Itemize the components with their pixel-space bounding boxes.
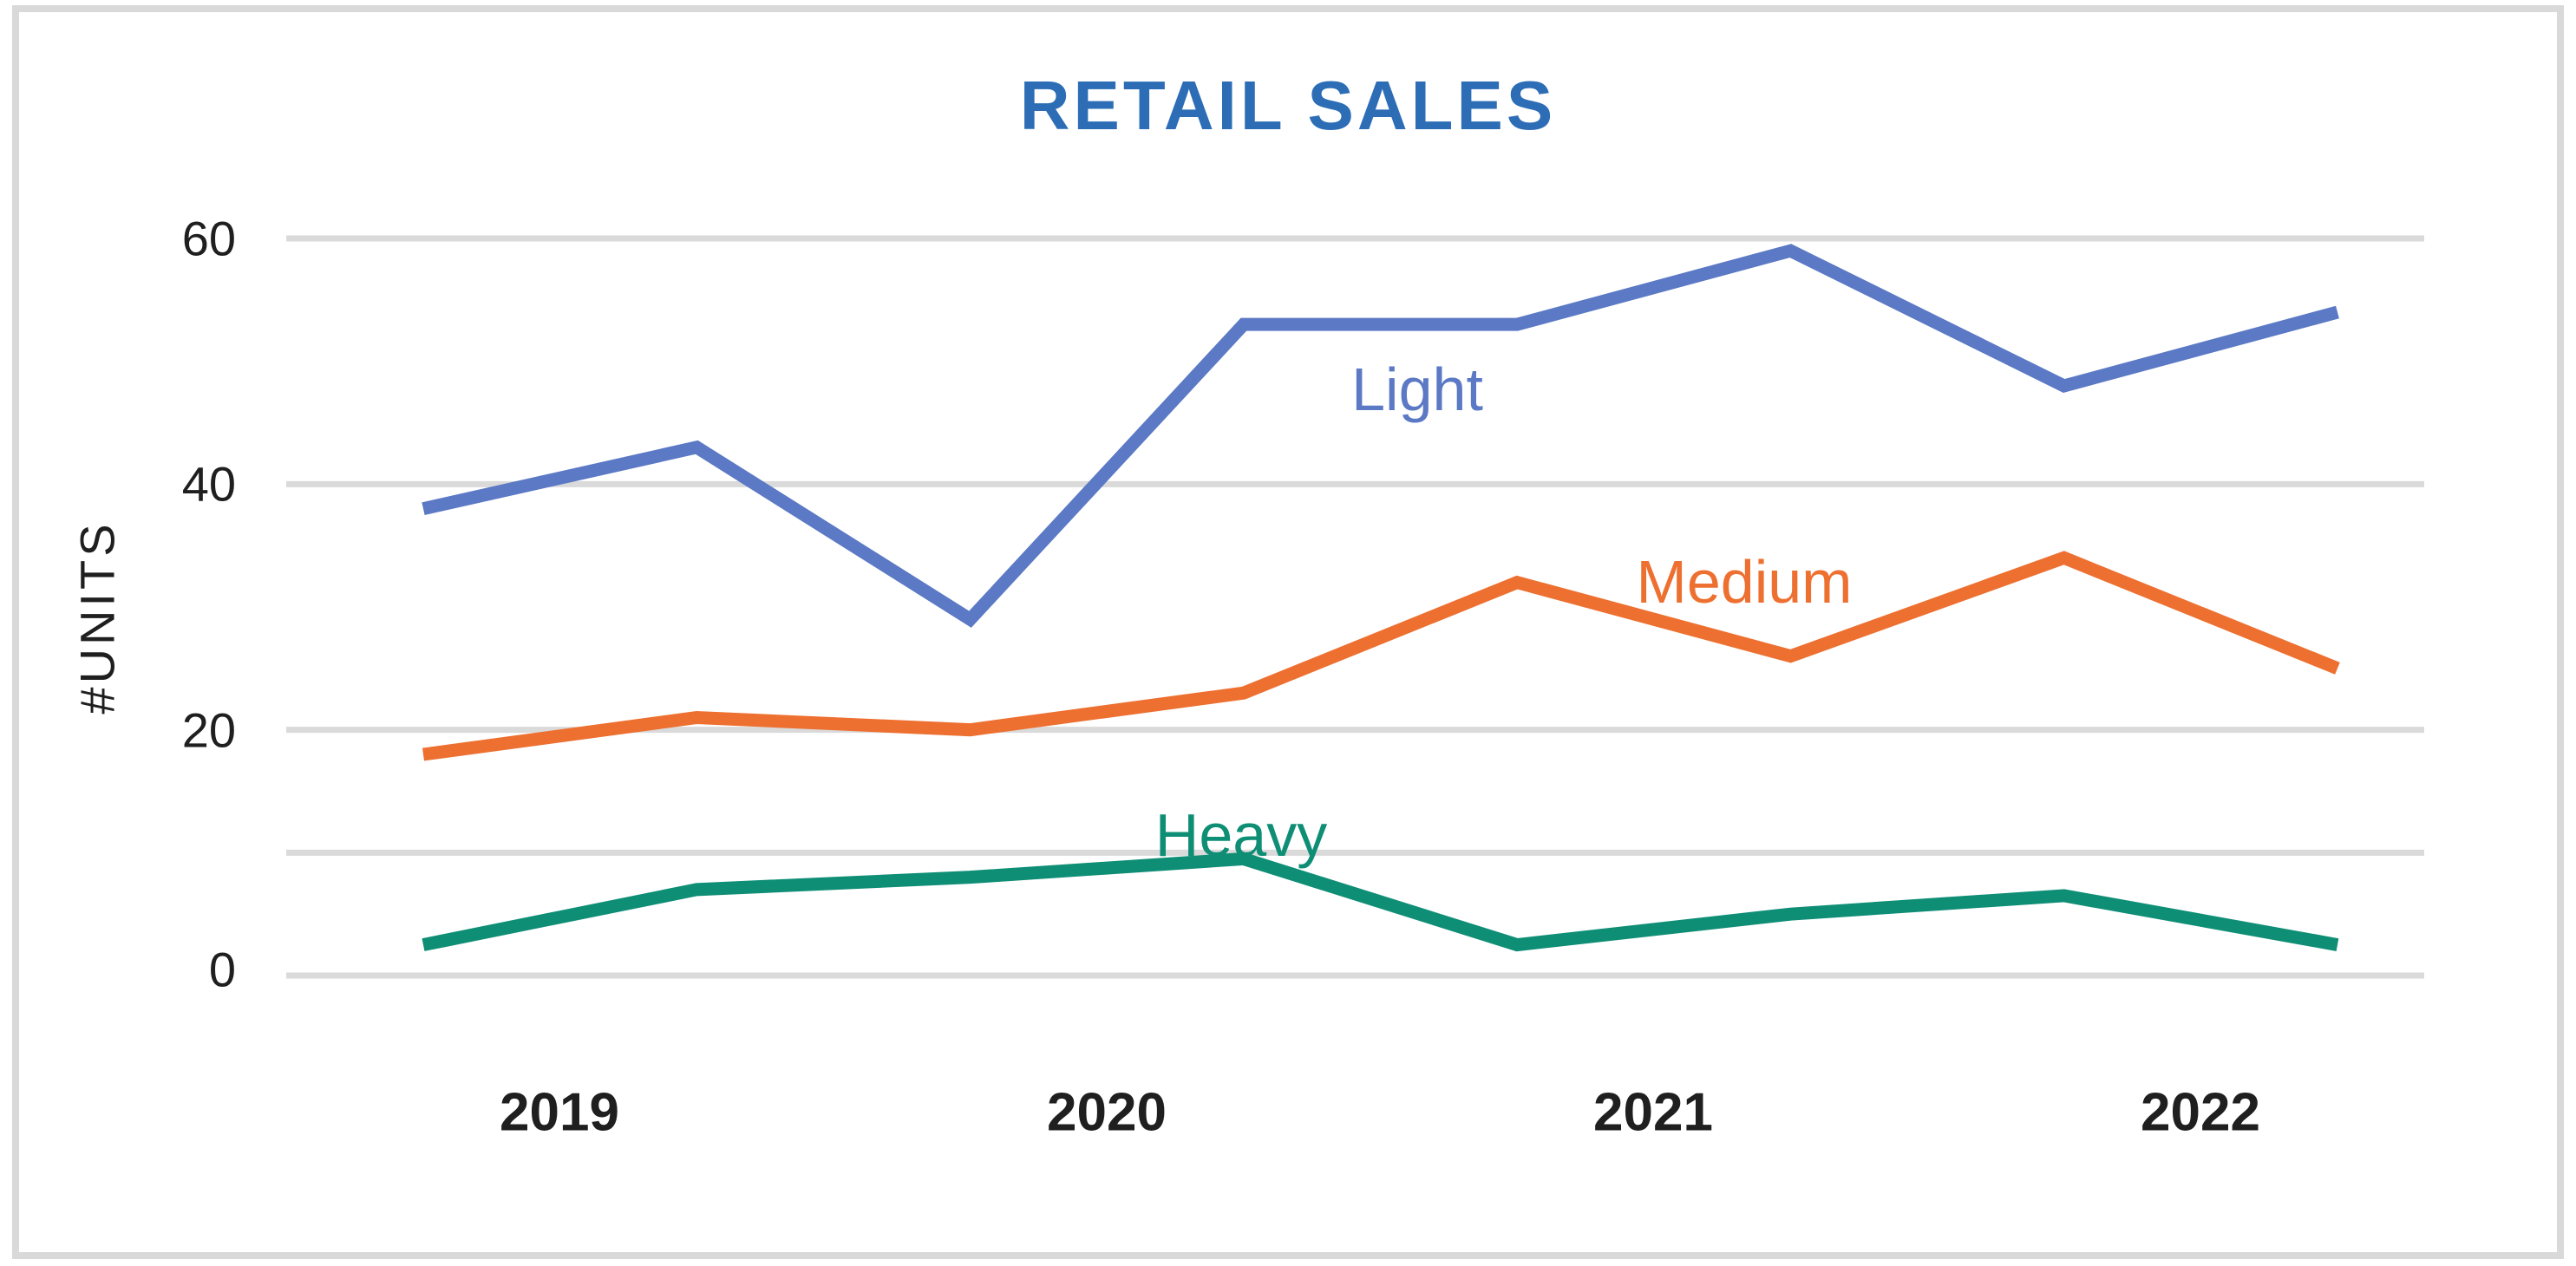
chart-title: RETAIL SALES — [1019, 67, 1557, 144]
series-line-light — [422, 244, 2339, 628]
series-label-heavy: Heavy — [1154, 801, 1328, 869]
series-label-medium: Medium — [1636, 548, 1853, 616]
x-tick-2021: 2021 — [1593, 1082, 1713, 1143]
y-tick-20: 20 — [181, 702, 236, 758]
x-tick-2022: 2022 — [2141, 1082, 2260, 1143]
series-line-medium — [422, 551, 2340, 761]
y-tick-40: 40 — [181, 456, 236, 512]
series-line-heavy — [422, 852, 2339, 952]
y-axis-label: #UNITS — [69, 520, 125, 715]
x-tick-2020: 2020 — [1047, 1082, 1167, 1143]
series-label-light: Light — [1351, 356, 1483, 423]
y-tick-0: 0 — [208, 942, 236, 997]
y-tick-60: 60 — [181, 211, 236, 266]
x-tick-2019: 2019 — [500, 1082, 619, 1143]
